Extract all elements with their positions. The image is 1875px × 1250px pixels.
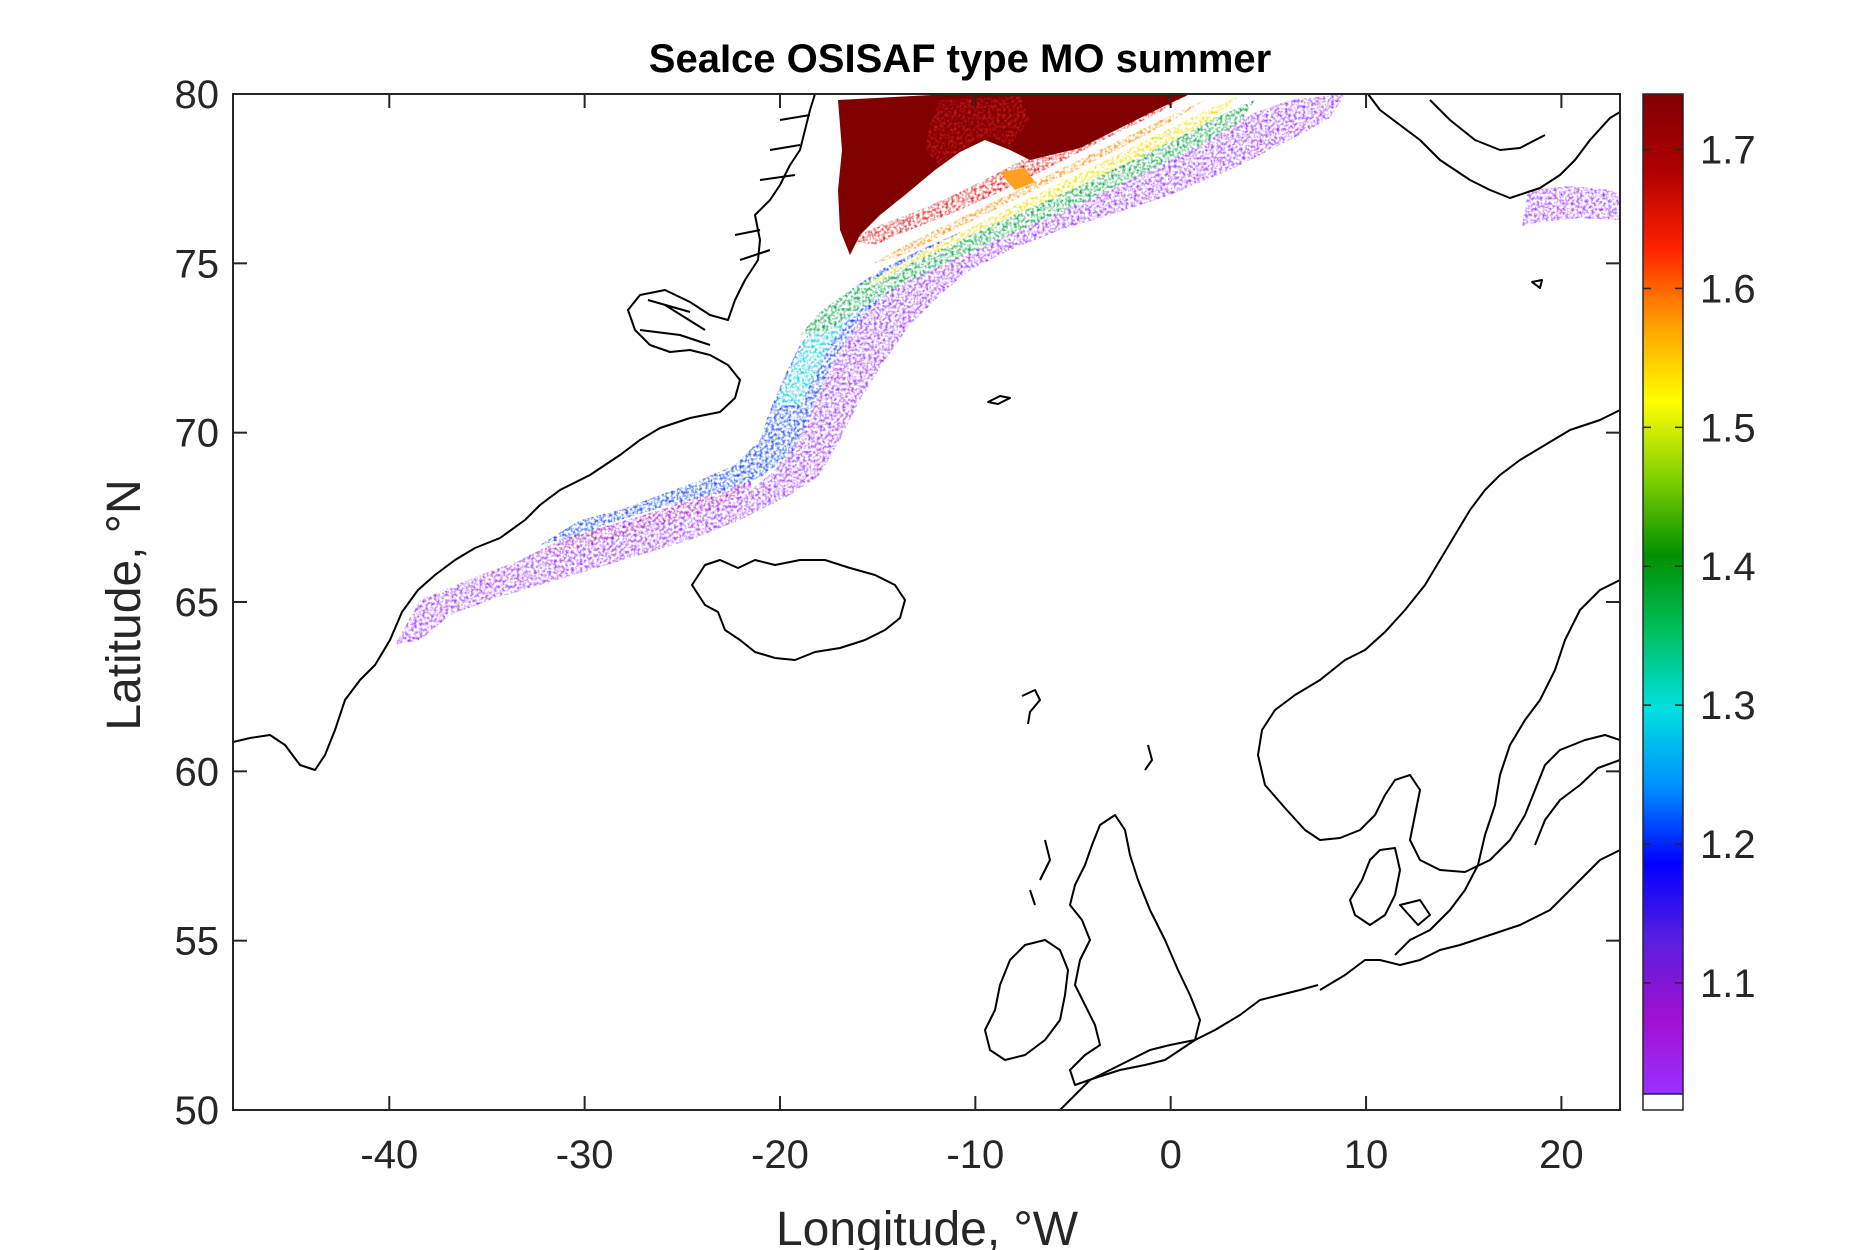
colorbar-tick-labels: 1.1 1.2 1.3 1.4 1.5 1.6 1.7 xyxy=(1700,129,1756,1006)
colorbar-bottom-white xyxy=(1642,1093,1684,1111)
ice-core-darkred xyxy=(838,94,1190,255)
y-tick-label: 55 xyxy=(175,920,220,964)
coast-shetland xyxy=(1144,744,1153,771)
colorbar-tick-label: 1.1 xyxy=(1700,962,1756,1006)
x-tick-label: 0 xyxy=(1160,1133,1182,1177)
ice-band-main xyxy=(395,94,1620,645)
x-tick-label: -40 xyxy=(360,1133,418,1177)
x-tick-labels: -40 -30 -20 -10 0 10 20 xyxy=(360,1133,1583,1177)
y-tick-labels: 50 55 60 65 70 75 80 xyxy=(175,73,220,1133)
x-axis-label: Longitude, °W xyxy=(776,1203,1079,1250)
ice-core-red-patch xyxy=(925,96,1030,165)
ice-band-svalbard xyxy=(1522,186,1620,226)
coast-svalbard xyxy=(1367,94,1620,199)
colorbar-gradient xyxy=(1642,93,1684,1095)
x-tick-marks xyxy=(388,94,1563,1110)
coast-faroe xyxy=(1021,689,1041,725)
coast-norway-scandinavia xyxy=(1257,409,1620,873)
coast-baltic-south xyxy=(1319,849,1620,991)
x-tick-label: -10 xyxy=(946,1133,1004,1177)
y-tick-label: 65 xyxy=(175,581,220,625)
colorbar-tick-label: 1.2 xyxy=(1700,823,1756,867)
colorbar: 1.1 1.2 1.3 1.4 1.5 1.6 1.7 xyxy=(1642,93,1756,1111)
colorbar-tick-label: 1.4 xyxy=(1700,545,1756,589)
ice-band-yellow xyxy=(860,96,1240,290)
colorbar-ticks xyxy=(1643,148,1683,984)
coastlines xyxy=(233,94,1620,1110)
coast-greenland-fjords xyxy=(639,114,811,346)
coast-denmark xyxy=(1349,847,1431,926)
colorbar-tick-label: 1.3 xyxy=(1700,684,1756,728)
y-tick-marks xyxy=(233,93,1620,1111)
y-axis-label: Latitude, °N xyxy=(98,479,151,730)
y-tick-label: 50 xyxy=(175,1089,220,1133)
y-tick-label: 60 xyxy=(175,750,220,794)
y-tick-label: 80 xyxy=(175,73,220,117)
coast-sweden-finland xyxy=(1394,579,1620,956)
plot-area xyxy=(232,93,1621,1111)
ice-core-orange-patch xyxy=(1000,168,1035,190)
coast-hebrides xyxy=(1029,839,1051,906)
sea-ice-field xyxy=(395,94,1620,645)
colorbar-tick-label: 1.7 xyxy=(1700,129,1756,173)
coast-great-britain xyxy=(1069,814,1201,1086)
x-tick-label: 10 xyxy=(1344,1133,1389,1177)
chart-title: SeaIce OSISAF type MO summer xyxy=(649,37,1271,81)
y-tick-label: 75 xyxy=(175,242,220,286)
x-tick-label: -20 xyxy=(751,1133,809,1177)
ice-band-green xyxy=(800,100,1255,335)
ice-band-orange xyxy=(870,100,1205,265)
x-tick-label: 20 xyxy=(1539,1133,1584,1177)
coast-ireland xyxy=(984,939,1069,1061)
colorbar-tick-label: 1.5 xyxy=(1700,406,1756,450)
coast-iceland xyxy=(691,559,906,661)
ice-band-outer-purple xyxy=(395,94,1345,645)
coast-bear-island xyxy=(1531,279,1543,289)
coast-jan-mayen xyxy=(987,395,1011,405)
y-tick-label: 70 xyxy=(175,412,220,456)
colorbar-tick-label: 1.6 xyxy=(1700,267,1756,311)
x-tick-label: -30 xyxy=(556,1133,614,1177)
